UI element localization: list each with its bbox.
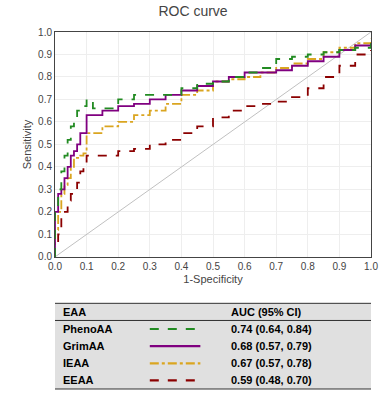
svg-text:0.0: 0.0 [38,251,52,262]
svg-text:0.5: 0.5 [206,261,220,272]
svg-text:0.8: 0.8 [38,71,52,82]
svg-text:PhenoAA: PhenoAA [63,323,113,335]
svg-text:0.4: 0.4 [174,261,188,272]
svg-text:0.9: 0.9 [332,261,346,272]
svg-text:1.0: 1.0 [364,261,378,272]
svg-text:GrimAA: GrimAA [63,340,105,352]
svg-text:0.8: 0.8 [301,261,315,272]
svg-text:Sensitivity: Sensitivity [21,119,33,169]
svg-text:0.1: 0.1 [80,261,94,272]
svg-text:0.2: 0.2 [111,261,125,272]
svg-text:ROC curve: ROC curve [158,3,227,19]
svg-text:0.7: 0.7 [38,94,52,105]
svg-text:0.3: 0.3 [143,261,157,272]
svg-text:1.0: 1.0 [38,27,52,38]
svg-text:IEAA: IEAA [63,357,89,369]
svg-text:0.0: 0.0 [48,261,62,272]
svg-text:1-Specificity: 1-Specificity [183,273,243,285]
svg-text:0.7: 0.7 [269,261,283,272]
svg-text:0.74 (0.64, 0.84): 0.74 (0.64, 0.84) [231,323,312,335]
svg-text:EEAA: EEAA [63,374,94,386]
svg-text:0.67 (0.57, 0.78): 0.67 (0.57, 0.78) [231,357,312,369]
svg-text:AUC (95% CI): AUC (95% CI) [231,306,302,318]
svg-text:0.5: 0.5 [38,139,52,150]
svg-text:0.2: 0.2 [38,206,52,217]
svg-text:0.3: 0.3 [38,184,52,195]
svg-text:0.68 (0.57, 0.79): 0.68 (0.57, 0.79) [231,340,312,352]
svg-text:0.6: 0.6 [238,261,252,272]
svg-text:0.1: 0.1 [38,229,52,240]
svg-text:0.59 (0.48, 0.70): 0.59 (0.48, 0.70) [231,374,312,386]
svg-text:0.9: 0.9 [38,49,52,60]
svg-text:0.6: 0.6 [38,116,52,127]
svg-text:EAA: EAA [63,306,86,318]
svg-text:0.4: 0.4 [38,161,52,172]
